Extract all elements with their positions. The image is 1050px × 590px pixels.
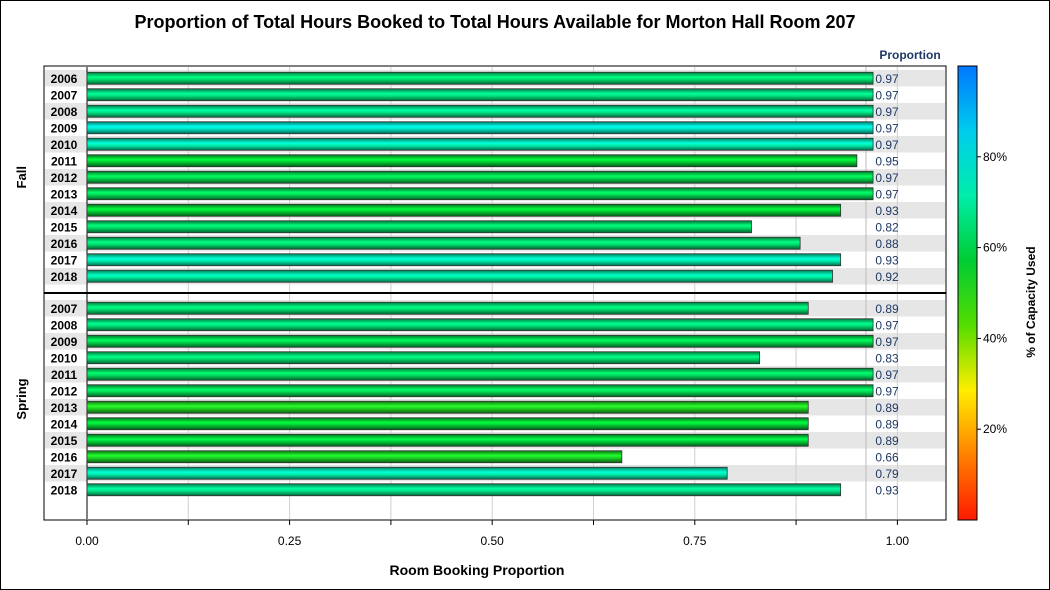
colorbar-tick-label: 20% xyxy=(983,422,1007,436)
x-tick-label: 0.75 xyxy=(683,534,707,548)
bar-fall-2017 xyxy=(86,253,842,267)
year-label: 2017 xyxy=(51,467,78,481)
year-label: 2006 xyxy=(51,72,78,86)
colorbar-label: % of Capacity Used xyxy=(1024,246,1038,357)
bar-spring-2012 xyxy=(86,384,874,398)
value-label: 0.89 xyxy=(875,302,899,316)
value-label: 0.79 xyxy=(875,467,899,481)
value-label: 0.97 xyxy=(875,121,899,135)
year-label: 2012 xyxy=(51,384,78,398)
year-label: 2007 xyxy=(51,302,78,316)
year-label: 2018 xyxy=(51,483,78,497)
bar-spring-2013 xyxy=(86,400,809,414)
proportion-column-header: Proportion xyxy=(879,48,940,62)
year-label: 2010 xyxy=(51,351,78,365)
year-label: 2009 xyxy=(51,121,78,135)
bar-fall-2006 xyxy=(86,71,874,85)
value-label: 0.97 xyxy=(875,384,899,398)
value-label: 0.95 xyxy=(875,154,899,168)
bar-fall-2010 xyxy=(86,137,874,151)
bar-spring-2015 xyxy=(86,433,809,447)
year-label: 2011 xyxy=(51,368,77,382)
bar-fall-2007 xyxy=(86,88,874,102)
value-label: 0.82 xyxy=(875,220,899,234)
bar-spring-2007 xyxy=(86,301,809,315)
value-label: 0.93 xyxy=(875,253,899,267)
year-label: 2014 xyxy=(51,204,78,218)
value-label: 0.97 xyxy=(875,171,899,185)
value-label: 0.89 xyxy=(875,401,899,415)
colorbar xyxy=(957,65,978,521)
year-label: 2016 xyxy=(51,450,78,464)
value-label: 0.97 xyxy=(875,335,899,349)
bar-spring-2014 xyxy=(86,417,809,431)
group-label-spring: Spring xyxy=(14,378,29,419)
value-label: 0.97 xyxy=(875,88,899,102)
x-tick-label: 0.25 xyxy=(278,534,302,548)
value-label: 0.93 xyxy=(875,483,899,497)
year-label: 2015 xyxy=(51,220,78,234)
year-label: 2008 xyxy=(51,105,78,119)
bar-fall-2014 xyxy=(86,203,842,217)
bar-fall-2018 xyxy=(86,269,833,283)
year-label: 2016 xyxy=(51,237,78,251)
colorbar-tick-label: 40% xyxy=(983,331,1007,345)
value-label: 0.89 xyxy=(875,417,899,431)
year-label: 2014 xyxy=(51,417,78,431)
value-label: 0.97 xyxy=(875,105,899,119)
value-label: 0.66 xyxy=(875,450,899,464)
year-label: 2018 xyxy=(51,270,78,284)
bar-spring-2011 xyxy=(86,367,874,381)
year-label: 2015 xyxy=(51,434,78,448)
value-label: 0.89 xyxy=(875,434,899,448)
year-label: 2017 xyxy=(51,253,78,267)
value-label: 0.93 xyxy=(875,204,899,218)
bar-spring-2008 xyxy=(86,318,874,332)
bar-spring-2016 xyxy=(86,450,623,464)
value-label: 0.83 xyxy=(875,351,899,365)
x-axis-label: Room Booking Proportion xyxy=(390,562,565,578)
chart-title: Proportion of Total Hours Booked to Tota… xyxy=(134,12,855,32)
year-label: 2010 xyxy=(51,138,78,152)
x-tick-label: 0.00 xyxy=(75,534,99,548)
bar-spring-2010 xyxy=(86,351,761,365)
group-label-fall: Fall xyxy=(14,166,29,188)
value-label: 0.97 xyxy=(875,72,899,86)
year-label: 2012 xyxy=(51,171,78,185)
bar-fall-2008 xyxy=(86,104,874,118)
value-label: 0.88 xyxy=(875,237,899,251)
year-label: 2008 xyxy=(51,318,78,332)
bar-fall-2015 xyxy=(86,220,752,234)
value-label: 0.97 xyxy=(875,138,899,152)
value-label: 0.97 xyxy=(875,318,899,332)
bar-fall-2009 xyxy=(86,121,874,135)
value-label: 0.97 xyxy=(875,368,899,382)
value-label: 0.97 xyxy=(875,187,899,201)
colorbar-tick-label: 60% xyxy=(983,241,1007,255)
year-label: 2011 xyxy=(51,154,77,168)
year-label: 2013 xyxy=(51,187,78,201)
bar-spring-2017 xyxy=(86,466,728,480)
bar-fall-2012 xyxy=(86,170,874,184)
year-label: 2013 xyxy=(51,401,78,415)
x-tick-label: 1.00 xyxy=(886,534,910,548)
bar-spring-2018 xyxy=(86,483,842,497)
x-tick-label: 0.50 xyxy=(481,534,505,548)
bar-fall-2011 xyxy=(86,154,858,168)
value-label: 0.92 xyxy=(875,270,899,284)
bar-fall-2013 xyxy=(86,187,874,201)
year-label: 2009 xyxy=(51,335,78,349)
bar-spring-2009 xyxy=(86,334,874,348)
year-label: 2007 xyxy=(51,88,78,102)
colorbar-tick-label: 80% xyxy=(983,150,1007,164)
bar-fall-2016 xyxy=(86,236,801,250)
